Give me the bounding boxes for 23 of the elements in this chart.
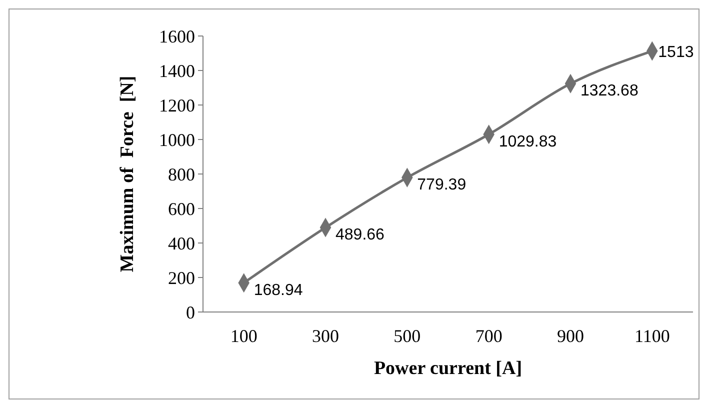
x-tick-label: 500 [394,326,421,346]
data-label: 489.66 [336,226,385,244]
data-label: 779.39 [417,176,466,194]
data-label: 1323.68 [580,82,638,100]
y-tick-label: 0 [186,302,195,322]
y-tick-label: 1000 [159,130,195,150]
y-tick-label: 1600 [159,26,195,46]
y-tick-label: 200 [168,268,195,288]
y-axis-title: Maximum of Force [N] [117,76,138,272]
x-tick-label: 900 [557,326,584,346]
data-label: 168.94 [254,282,303,299]
y-tick-label: 1400 [159,60,195,81]
x-axis-title: Power current [A] [374,358,522,379]
x-tick-label: 1100 [634,326,670,346]
y-tick-label: 400 [168,233,195,254]
x-tick-label: 300 [312,326,339,346]
data-label: 1513 [658,44,694,62]
y-tick-label: 800 [168,164,195,184]
y-tick-label: 1200 [159,95,195,116]
x-tick-label: 100 [230,326,258,346]
y-tick-label: 600 [168,198,195,219]
x-tick-label: 700 [475,326,502,346]
data-label: 1029.83 [498,133,557,150]
